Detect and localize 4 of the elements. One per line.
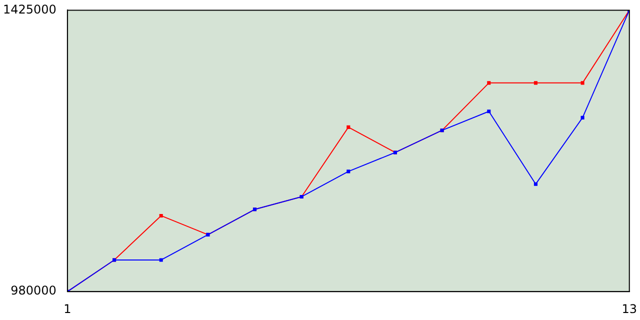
y-tick-label: 980000 bbox=[10, 284, 56, 298]
y-tick-label: 1425000 bbox=[2, 2, 56, 16]
x-tick-label: 1 bbox=[64, 302, 72, 316]
x-tick-label: 13 bbox=[622, 302, 638, 316]
